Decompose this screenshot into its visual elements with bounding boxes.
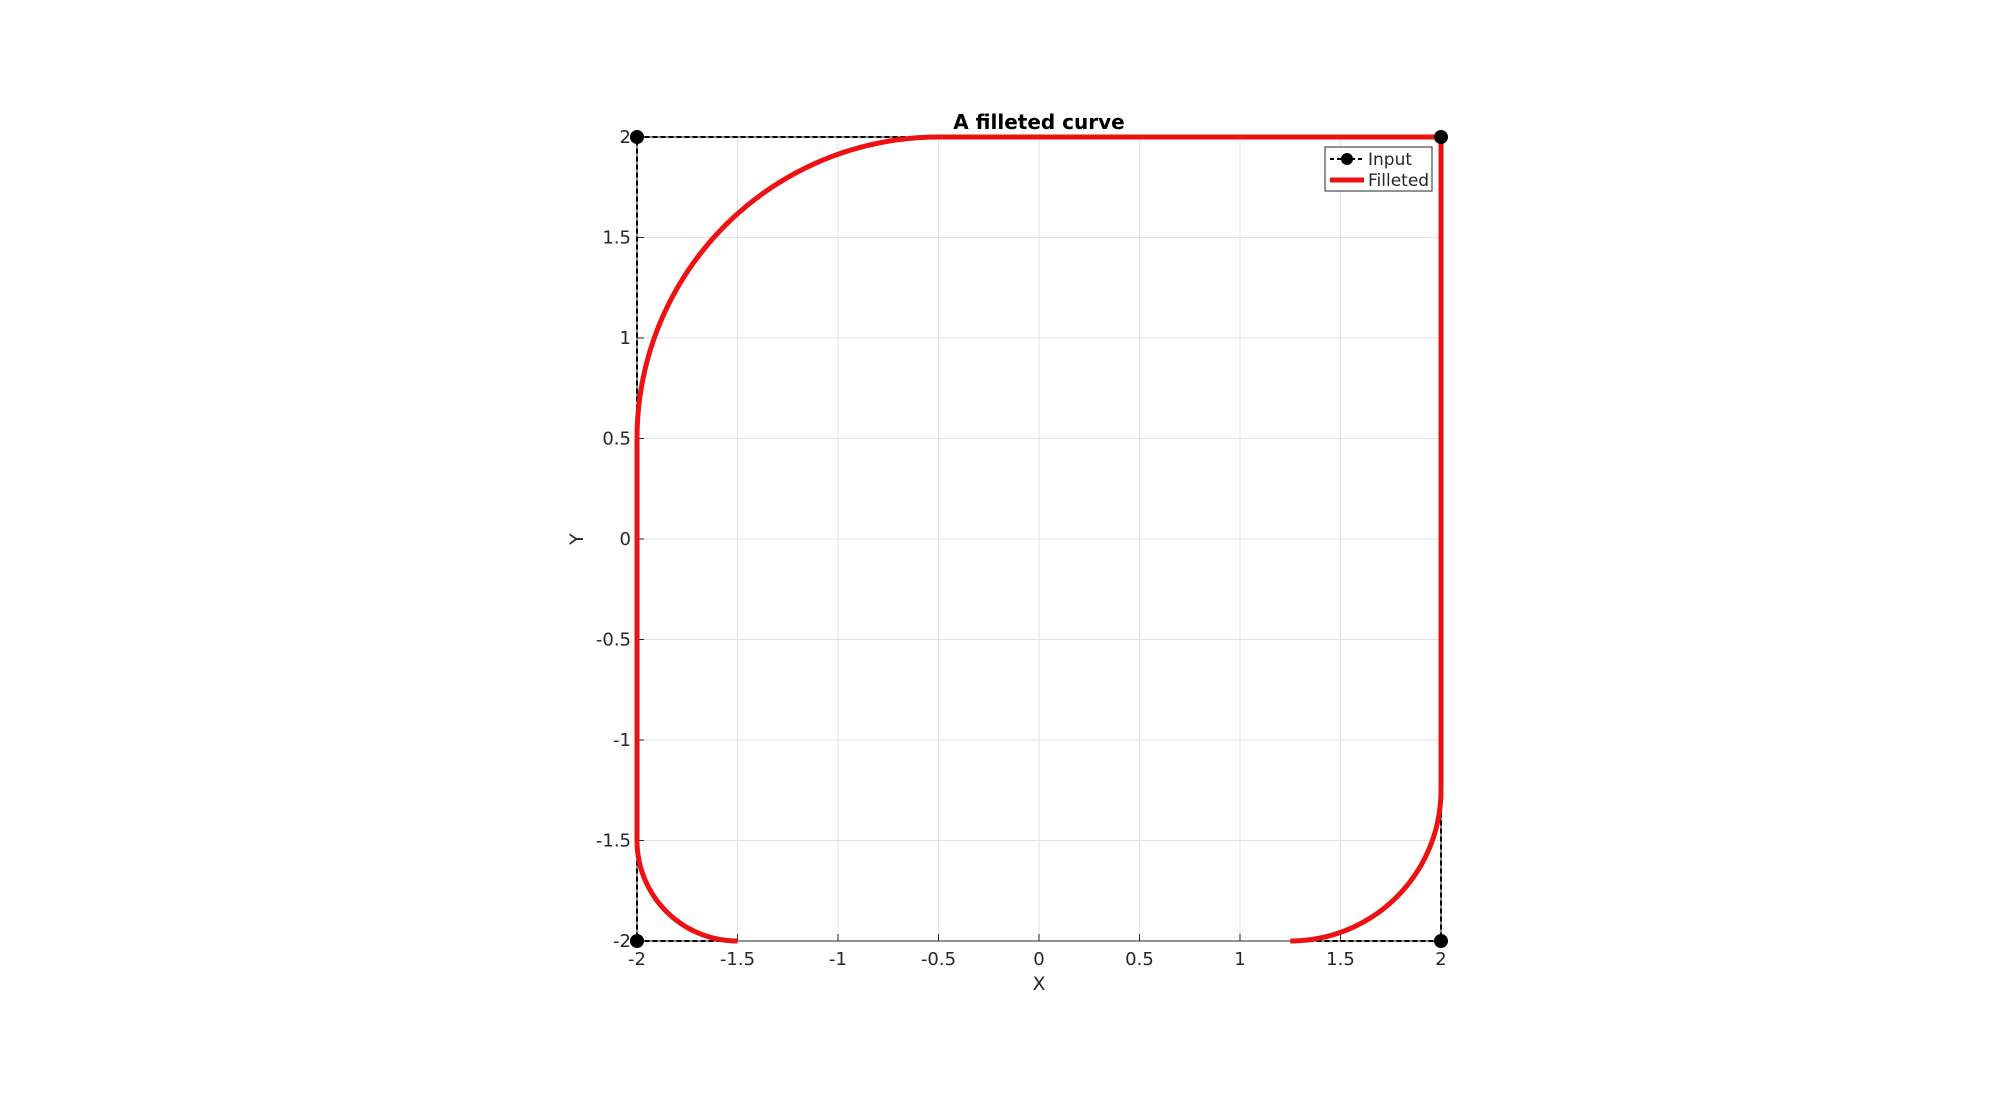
y-axis-label: Y — [566, 533, 588, 546]
y-tick-label: -1.5 — [596, 831, 631, 852]
x-tick-label: 1.5 — [1326, 949, 1355, 970]
chart-title: A filleted curve — [953, 110, 1125, 134]
x-tick-label: 0.5 — [1125, 949, 1154, 970]
x-tick-label: -2 — [628, 949, 646, 970]
legend-input-label: Input — [1368, 150, 1412, 170]
x-tick-label: 1 — [1234, 949, 1245, 970]
legend-input-marker — [1341, 153, 1353, 165]
y-tick-label: 0 — [620, 529, 631, 550]
x-tick-label: 0 — [1033, 949, 1044, 970]
y-tick-label: -2 — [613, 931, 631, 952]
x-tick-label: -0.5 — [921, 949, 956, 970]
y-tick-label: -0.5 — [596, 630, 631, 651]
input-point-marker — [1434, 934, 1448, 948]
y-tick-label: 0.5 — [602, 429, 631, 450]
input-point-marker — [630, 934, 644, 948]
filleted-arc-segment — [634, 134, 939, 439]
x-tick-label: 2 — [1435, 949, 1446, 970]
x-axis-label: X — [1032, 973, 1045, 995]
input-point-marker — [630, 130, 644, 144]
y-tick-label: 2 — [620, 127, 631, 148]
y-tick-label: 1 — [620, 328, 631, 349]
input-point-marker — [1434, 130, 1448, 144]
tick-labels: -2 -1.5 -1 -0.5 0 0.5 1 1.5 2 -2 -1.5 -1 -0.5 0 0.5 1 1.… — [596, 127, 1447, 970]
y-tick-label: -1 — [613, 730, 631, 751]
x-tick-label: -1 — [829, 949, 847, 970]
y-tick-label: 1.5 — [602, 228, 631, 249]
x-tick-label: -1.5 — [720, 949, 755, 970]
legend-box — [1324, 146, 1433, 192]
legend-filleted-label: Filleted — [1368, 171, 1429, 191]
filleted-arc-segment — [1290, 790, 1444, 944]
series-layer — [630, 130, 1448, 948]
filleted-arc-segment — [634, 840, 738, 944]
legend: Input Filleted — [1324, 146, 1433, 192]
grid-lines — [636, 136, 1442, 942]
